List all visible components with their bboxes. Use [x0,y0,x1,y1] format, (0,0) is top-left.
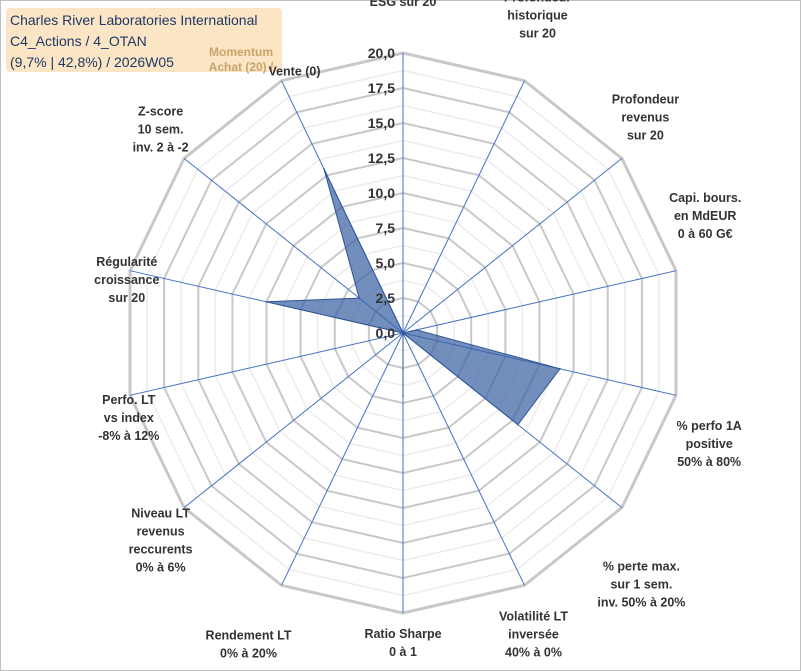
axis-label-line: reccurents [129,542,193,556]
tick-label: 15,0 [368,115,395,131]
axis-label-line: Niveau LT [131,506,190,520]
axis-label-line: 40% à 0% [505,645,562,659]
spoke-8 [281,332,404,586]
axis-label-13: Vente (0) [268,65,320,79]
spoke-10 [129,332,404,396]
axis-label-line: 0 à 60 G€ [678,227,733,241]
tick-label: 7,5 [376,220,396,236]
series-point-3 [415,329,418,331]
spoke-1 [402,80,525,334]
series-point-12 [358,297,361,299]
axis-label-12: Z-score 10 sem. inv. 2 à -2 [133,105,189,155]
axis-label-line: positive [686,437,733,451]
momentum-label-line2: Achat (20) / [208,60,274,74]
axis-label-line: sur 20 [108,291,145,305]
series-point-4 [559,368,561,370]
axis-label-line: Capi. bours. [669,191,741,205]
tick-label: 2,5 [376,290,396,306]
axis-label-9: Niveau LT revenus reccurents 0% à 6% [129,506,193,574]
series-point-11 [265,301,268,303]
axis-label-2: Profondeur revenus sur 20 [612,93,679,143]
tick-label: 20,0 [368,45,395,61]
axis-label-0: NoteESG sur 20 [370,0,437,9]
axis-label-8: Rendement LT 0% à 20% [206,628,292,660]
radar-axis-labels: NoteESG sur 20 Profondeur historique sur 20… [94,0,742,660]
axis-label-line: Perfo. LT [102,393,156,407]
axis-label-line: Ratio Sharpe [364,627,441,641]
chart-title-portfolio: C4_Actions / 4_OTAN [10,33,147,49]
axis-label-line: % perte max. [603,559,680,573]
axis-label-line: sur 20 [519,27,556,41]
axis-label-line: Volatilité LT [499,609,568,623]
tick-label: 12,5 [368,150,395,166]
tick-label: 10,0 [368,185,395,201]
axis-label-line: 0% à 6% [136,560,186,574]
axis-label-line: Z-score [138,105,183,119]
axis-label-line: sur 1 sem. [610,577,672,591]
series-point-5 [517,423,519,426]
series-point-7 [402,395,404,397]
axis-label-3: Capi. bours. en MdEUR 0 à 60 G€ [669,191,741,241]
axis-label-line: Rendement LT [206,628,292,642]
series-area [266,168,561,426]
tick-label: 17,5 [368,80,395,96]
radar-series [265,168,561,426]
tick-label: 5,0 [376,255,396,271]
axis-label-1: Profondeur historique sur 20 [504,0,571,41]
axis-label-5: % perte max. sur 1 sem. inv. 50% à 20% [597,559,685,609]
axis-label-line: -8% à 12% [98,429,159,443]
axis-label-line: 10 sem. [138,123,184,137]
axis-label-line: Régularité [96,255,157,269]
axis-label-line: sur 20 [627,129,664,143]
axis-label-6: Volatilité LT inversée 40% à 0% [499,609,568,659]
series-point-13 [323,168,325,170]
tick-label: 0,0 [376,325,396,341]
spoke-9 [183,332,404,508]
axis-label-11: Régularité croissance sur 20 [94,255,159,305]
chart-title-stats: (9,7% | 42,8%) / 2026W05 [10,54,174,70]
axis-label-line: historique [507,9,567,23]
axis-label-line: 0 à 1 [389,645,417,659]
axis-label-line: % perfo 1A [677,419,742,433]
axis-label-line: croissance [94,273,159,287]
axis-label-line: 50% à 80% [677,455,741,469]
momentum-label-line1: Momentum [209,45,273,59]
axis-label-line: revenus [137,524,185,538]
spoke-6 [402,332,525,586]
axis-label-line: 0% à 20% [220,646,277,660]
chart-title-box: Charles River Laboratories International… [6,8,282,74]
spoke-2 [402,158,623,334]
axis-label-7: Ratio Sharpe 0 à 1 [364,627,441,659]
axis-label-line: revenus [621,111,669,125]
series-point-10 [402,332,404,334]
axis-label-line: Vente (0) [268,65,320,79]
axis-label-line: inv. 2 à -2 [133,141,189,155]
axis-label-line: vs index [104,411,154,425]
radar-tick-labels: 0,0 2,5 5,0 7,5 10,0 12,5 15,0 17,5 20,0 [368,45,395,341]
axis-label-line: Profondeur [612,93,679,107]
axis-label-line: en MdEUR [674,209,737,223]
axis-label-4: % perfo 1A positive 50% à 80% [677,419,742,469]
axis-label-line: inv. 50% à 20% [597,595,685,609]
axis-label-line: ESG sur 20 [370,0,437,9]
axis-label-10: Perfo. LT vs index -8% à 12% [98,393,159,443]
axis-label-line: inversée [508,627,559,641]
spoke-3 [402,270,677,334]
axis-label-line: Profondeur [504,0,571,5]
chart-title-company: Charles River Laboratories International [10,12,258,28]
